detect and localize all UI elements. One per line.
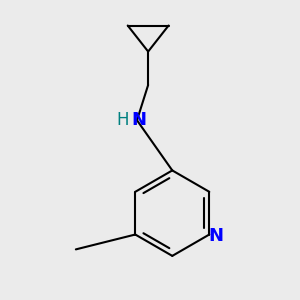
Text: H: H — [117, 111, 129, 129]
Text: N: N — [131, 111, 146, 129]
Text: N: N — [208, 227, 224, 245]
